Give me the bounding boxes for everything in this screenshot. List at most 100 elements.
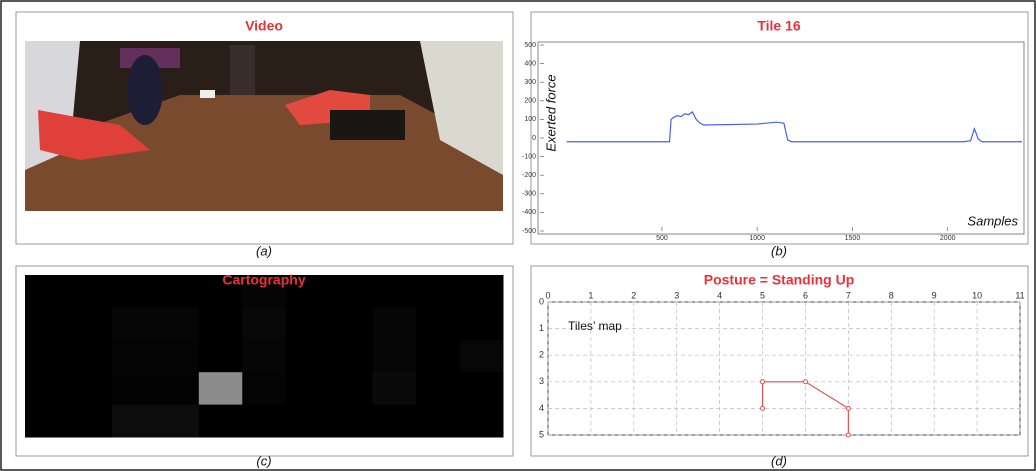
heat-cell: [372, 275, 417, 308]
x-tick-label: 7: [846, 290, 851, 300]
y-tick-label: 3: [539, 376, 544, 386]
y-tick-label: 0: [532, 135, 536, 142]
heat-cell: [198, 275, 243, 308]
heat-cell: [155, 275, 200, 308]
x-tick-label: 0: [545, 290, 550, 300]
heat-cell: [416, 372, 461, 406]
panel-title: Tile 16: [757, 18, 801, 34]
heat-cell: [329, 275, 374, 308]
heat-cell: [329, 404, 374, 438]
heat-cell: [68, 372, 113, 406]
y-tick-label: -500: [522, 228, 536, 235]
heat-cell: [285, 275, 330, 308]
data-point: [760, 379, 766, 385]
x-tick-label: 8: [889, 290, 894, 300]
heat-cell: [111, 404, 156, 438]
heat-cell: [329, 339, 374, 373]
y-tick-label: 400: [524, 60, 536, 67]
heat-cell: [198, 372, 243, 406]
y-tick-label: 300: [524, 79, 536, 86]
heat-cell: [242, 275, 287, 308]
x-tick-label: 2: [631, 290, 636, 300]
data-point: [802, 379, 808, 385]
heat-cell: [242, 372, 287, 406]
heat-cell: [416, 339, 461, 373]
heat-cell: [155, 372, 200, 406]
y-tick-label: -100: [522, 153, 536, 160]
y-tick-label: 0: [539, 296, 544, 306]
heat-cell: [285, 372, 330, 406]
heat-cell: [25, 339, 69, 373]
heat-cell: [459, 307, 504, 341]
heat-cell: [372, 372, 417, 406]
heat-cell: [68, 339, 113, 373]
y-tick-label: -300: [522, 191, 536, 198]
panel-title: Posture = Standing Up: [704, 272, 855, 288]
x-tick-label: 1500: [845, 235, 861, 242]
panel-frame: [530, 265, 1029, 457]
panel-caption: (b): [771, 243, 787, 258]
heat-cell: [25, 372, 69, 406]
heat-cell: [155, 339, 200, 373]
y-tick-label: 100: [524, 116, 536, 123]
heat-cell: [416, 275, 461, 308]
data-line: [566, 111, 1022, 143]
panel-frame: [15, 11, 514, 245]
x-axis-label: Samples: [967, 213, 1018, 228]
heat-cell: [329, 372, 374, 406]
heat-cell: [68, 404, 113, 438]
y-tick-label: -200: [522, 172, 536, 179]
heat-cell: [242, 307, 287, 341]
heat-cell: [416, 307, 461, 341]
x-tick-label: 500: [656, 235, 668, 242]
heat-cell: [372, 404, 417, 438]
x-tick-label: 10: [972, 290, 982, 300]
y-tick-label: 500: [524, 42, 536, 49]
panel-caption: (a): [256, 243, 272, 258]
x-tick-label: 5: [760, 290, 765, 300]
heat-cell: [155, 307, 200, 341]
data-point: [760, 405, 766, 411]
heat-cell: [111, 307, 156, 341]
heat-cell: [25, 275, 69, 308]
heat-cell: [459, 404, 504, 438]
x-tick-label: 6: [803, 290, 808, 300]
heat-cell: [285, 307, 330, 341]
heat-cell: [198, 339, 243, 373]
heat-cell: [111, 339, 156, 373]
heat-cell: [242, 404, 287, 438]
y-tick-label: 5: [539, 429, 544, 439]
y-axis-label: Exerted force: [543, 74, 558, 151]
heat-cell: [111, 372, 156, 406]
data-point: [845, 405, 851, 411]
x-tick-label: 1: [588, 290, 593, 300]
heat-cell: [155, 404, 200, 438]
y-tick-label: -400: [522, 209, 536, 216]
y-tick-label: 1: [539, 323, 544, 333]
heat-cell: [285, 404, 330, 438]
heat-cell: [198, 404, 243, 438]
panel-title: Video: [245, 18, 283, 34]
x-tick-label: 1000: [749, 235, 765, 242]
heat-cell: [68, 307, 113, 341]
heat-cell: [459, 275, 504, 308]
heat-cell: [329, 307, 374, 341]
heat-cell: [25, 307, 69, 341]
heat-cell: [459, 339, 504, 373]
heat-cell: [198, 307, 243, 341]
annotation: Tiles’ map: [568, 319, 622, 333]
panel-frame: [15, 265, 514, 457]
data-point: [845, 432, 851, 438]
panel-title: Cartography: [222, 272, 305, 288]
heat-cell: [68, 275, 113, 308]
heat-cell: [416, 404, 461, 438]
heat-cell: [25, 404, 69, 438]
y-tick-label: 4: [539, 403, 544, 413]
y-tick-label: 200: [524, 98, 536, 105]
heat-cell: [285, 339, 330, 373]
x-tick-label: 4: [717, 290, 722, 300]
y-tick-label: 2: [539, 350, 544, 360]
panel-frame: [530, 11, 1029, 245]
